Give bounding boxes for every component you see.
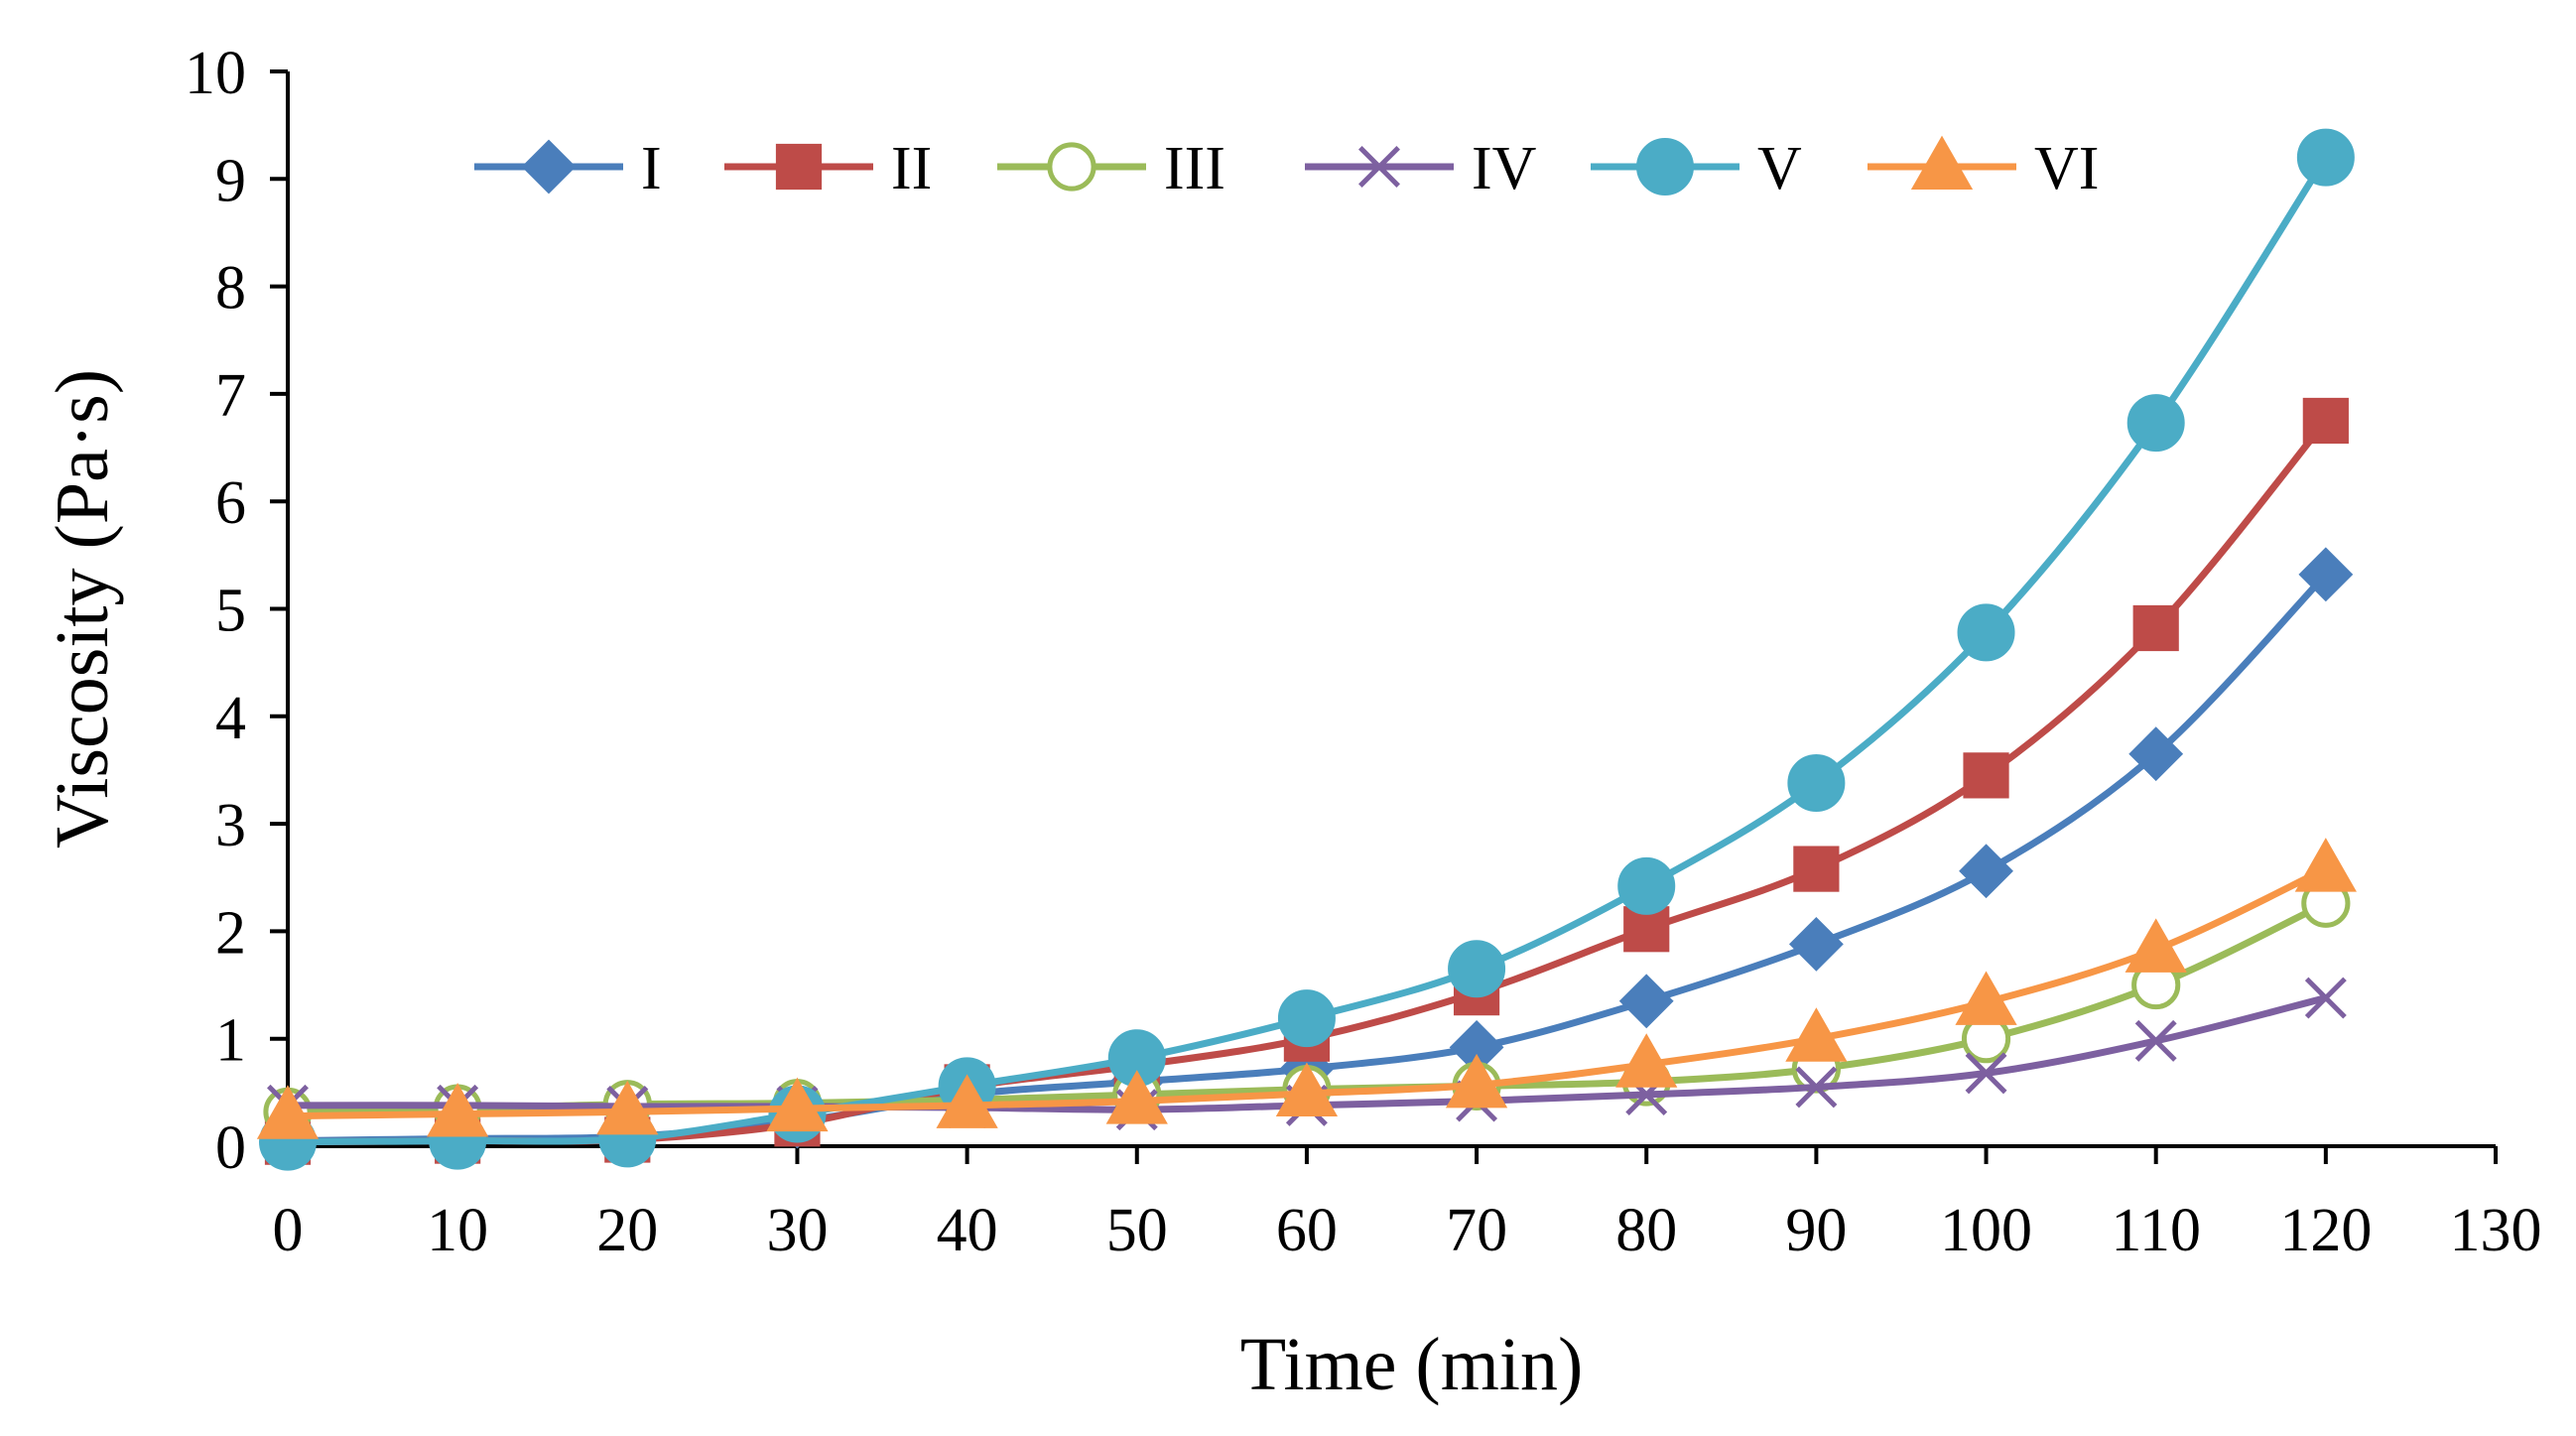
data-point [427, 1083, 489, 1137]
y-tick-label: 3 [215, 792, 246, 859]
y-tick-label: 1 [215, 1007, 246, 1075]
legend-marker [775, 143, 823, 191]
y-tick-label: 8 [215, 255, 246, 323]
legend-item-VI: VI [1868, 135, 2099, 202]
series-II [264, 397, 2349, 1165]
x-axis-title: Time (min) [1240, 1323, 1584, 1406]
data-point [1795, 1066, 1838, 1109]
y-tick-label: 4 [215, 685, 246, 752]
data-point [1965, 1052, 2007, 1095]
y-tick-label: 10 [185, 40, 246, 107]
series-V [259, 128, 2355, 1171]
data-point [1963, 752, 2009, 799]
data-point [2128, 726, 2184, 782]
legend-marker [1358, 146, 1400, 188]
legend-label: I [641, 135, 662, 202]
data-point [1787, 753, 1846, 812]
data-point [2125, 918, 2187, 973]
legend-item-IV: IV [1305, 135, 1537, 202]
legend-label: III [1164, 135, 1225, 202]
data-point [2126, 394, 2185, 453]
x-tick-label: 10 [427, 1197, 488, 1264]
legend-label: IV [1472, 135, 1537, 202]
legend-label: II [891, 135, 932, 202]
x-tick-label: 100 [1940, 1197, 2032, 1264]
x-tick-label: 40 [937, 1197, 998, 1264]
data-point [1445, 1053, 1508, 1109]
legend-item-III: III [997, 135, 1225, 202]
y-tick-label: 6 [215, 469, 246, 537]
x-tick-label: 50 [1106, 1197, 1168, 1264]
y-tick-label: 7 [215, 362, 246, 430]
x-tick-label: 0 [273, 1197, 304, 1264]
data-point [1793, 846, 1840, 892]
data-point [2294, 838, 2357, 892]
x-tick-label: 120 [2279, 1197, 2372, 1264]
legend-marker [1636, 138, 1694, 196]
legend-label: V [1757, 135, 1802, 202]
legend-item-I: I [474, 135, 662, 202]
y-tick-label: 2 [215, 899, 246, 967]
y-axis-title: Viscosity (Pa·s) [41, 369, 124, 849]
data-point [1448, 940, 1506, 998]
x-tick-label: 20 [596, 1197, 658, 1264]
data-point [2134, 1019, 2177, 1062]
legend: I II III IV V VI [474, 135, 2099, 202]
data-point [766, 1077, 829, 1132]
data-point [936, 1074, 998, 1128]
data-point [1105, 1070, 1168, 1124]
x-tick-label: 110 [2111, 1197, 2201, 1264]
legend-label: VI [2034, 135, 2099, 202]
data-point [2132, 604, 2179, 652]
y-tick-label: 5 [215, 578, 246, 645]
data-point [2296, 128, 2355, 187]
data-point [1788, 916, 1844, 972]
y-tick-label: 9 [215, 147, 246, 214]
series-VI [256, 838, 2357, 1139]
legend-marker [1910, 135, 1974, 191]
data-point [2304, 977, 2347, 1019]
x-tick-label: 90 [1785, 1197, 1847, 1264]
legend-item-V: V [1591, 135, 1802, 202]
legend-marker [1047, 142, 1096, 192]
data-point [596, 1080, 659, 1135]
x-tick-label: 130 [2450, 1197, 2542, 1264]
legend-item-II: II [724, 135, 932, 202]
x-tick-label: 70 [1446, 1197, 1507, 1264]
data-point [2298, 547, 2354, 602]
series-layer [256, 128, 2357, 1171]
y-tick-label: 0 [215, 1114, 246, 1182]
data-point [1275, 1062, 1339, 1116]
x-tick-label: 60 [1276, 1197, 1338, 1264]
data-point [1615, 1033, 1678, 1088]
data-point [1277, 989, 1336, 1048]
legend-marker [521, 139, 577, 195]
data-point [2302, 397, 2349, 445]
data-point [1959, 844, 2013, 899]
data-point [1618, 974, 1674, 1029]
x-tick-label: 30 [766, 1197, 828, 1264]
data-point [1785, 1007, 1848, 1062]
data-point [256, 1085, 320, 1139]
data-point [1617, 856, 1676, 915]
data-point [1955, 971, 2017, 1025]
data-point [1957, 603, 2015, 662]
x-tick-label: 80 [1615, 1197, 1677, 1264]
